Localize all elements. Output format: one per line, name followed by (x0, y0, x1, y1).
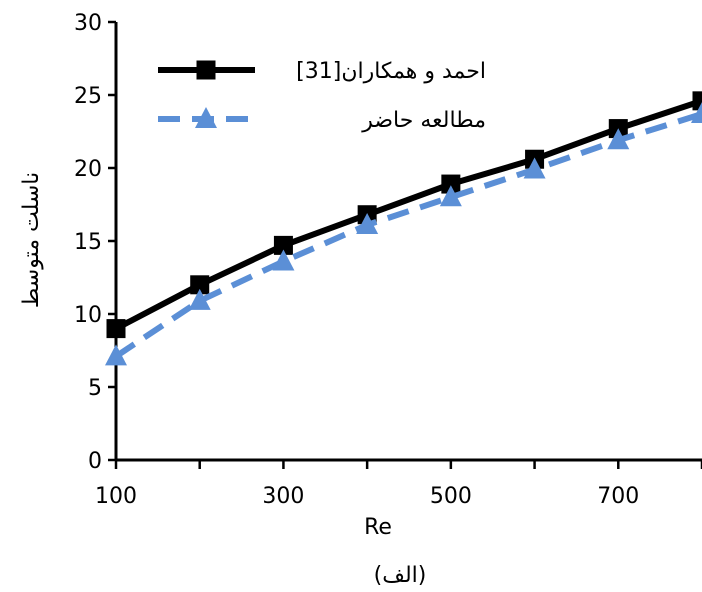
legend-entry-2: مطالعه حاضر (158, 107, 486, 133)
series-2 (105, 101, 702, 366)
y-axis-title: ناسلت متوسط (19, 172, 44, 308)
data-point (105, 344, 127, 366)
data-point (106, 319, 126, 339)
series-line (114, 97, 702, 332)
legend-label: احمد و همکاران[31] (296, 59, 486, 84)
data-point (691, 101, 702, 123)
data-point (523, 157, 546, 179)
x-tick-label: 500 (430, 484, 472, 509)
legend: احمد و همکاران[31] مطالعه حاضر (158, 59, 486, 133)
data-point (607, 128, 630, 150)
x-tick-label: 300 (262, 484, 304, 509)
series-line (114, 111, 702, 359)
ticks: 0 5 10 15 20 25 30 100 300 500 700 (74, 11, 702, 509)
x-axis-title: Re (364, 515, 392, 540)
data-point (356, 212, 379, 234)
data-point (188, 288, 211, 310)
y-tick-label: 0 (88, 449, 102, 474)
legend-marker (196, 60, 216, 80)
legend-entry-1: احمد و همکاران[31] (158, 59, 486, 84)
y-tick-label: 10 (74, 303, 102, 328)
data-point (439, 185, 462, 207)
legend-label: مطالعه حاضر (361, 108, 486, 133)
y-tick-label: 15 (74, 230, 102, 255)
x-tick-label: 700 (597, 484, 639, 509)
legend-marker (195, 107, 217, 128)
y-tick-label: 20 (74, 157, 102, 182)
data-point (692, 91, 702, 111)
axes (114, 22, 702, 462)
series-layer (105, 91, 702, 366)
y-tick-label: 30 (74, 11, 102, 36)
y-tick-label: 25 (74, 84, 102, 109)
data-point (272, 249, 295, 271)
y-tick-label: 5 (88, 376, 102, 401)
x-tick-label: 100 (95, 484, 137, 509)
chart-caption: (الف) (374, 563, 427, 588)
